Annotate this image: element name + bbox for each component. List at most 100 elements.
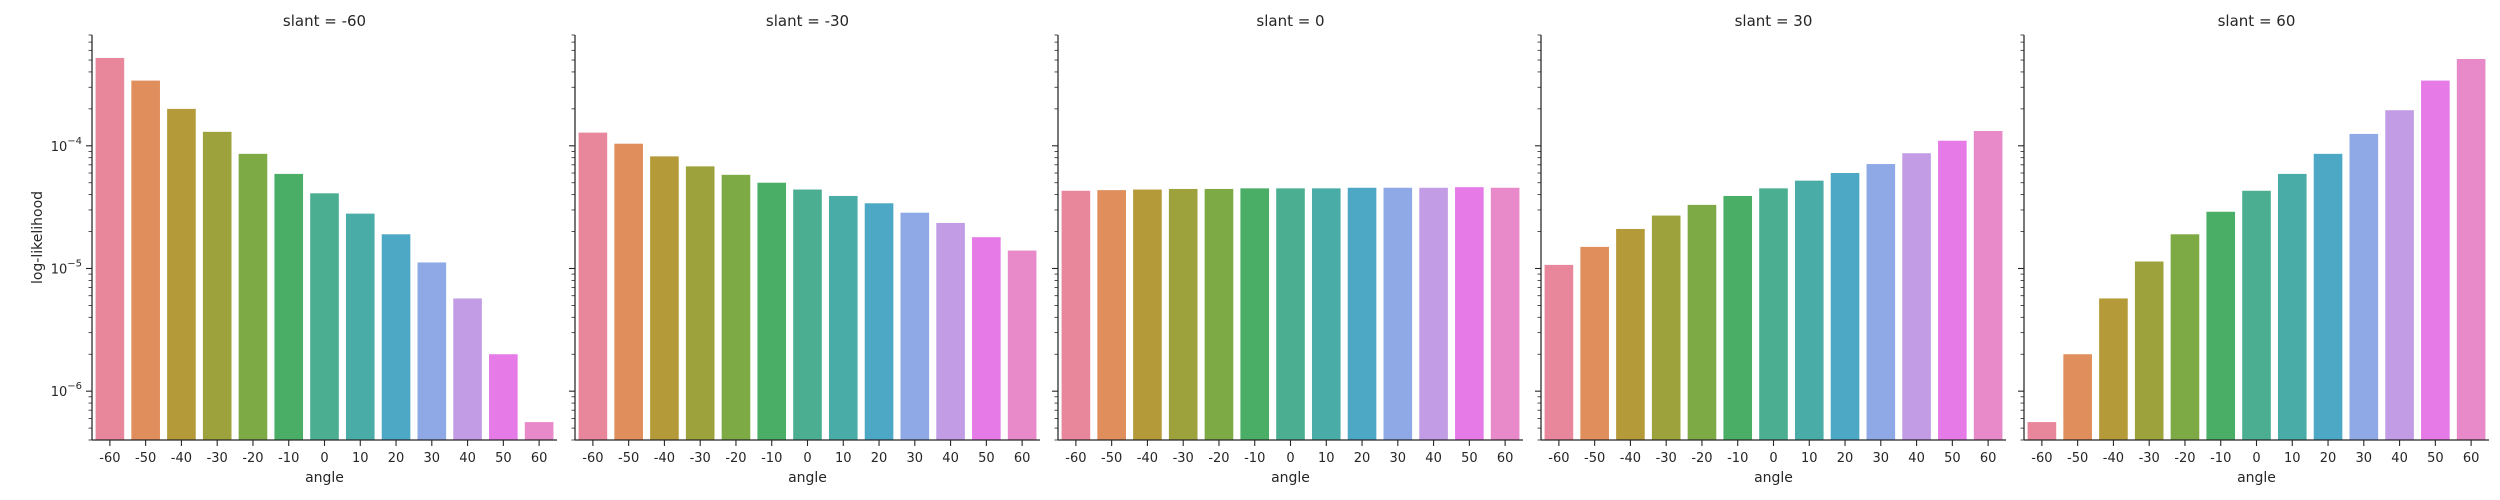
x-tick-label: 20: [1354, 451, 1371, 466]
bar: [864, 203, 894, 440]
x-tick-label: 60: [1980, 451, 1997, 466]
facet-panel: slant = 0 -60 -50 -40 -30 -20 -10 0 10 20 30 40 50 60…: [1052, 12, 1523, 486]
x-axis-label: angle: [2237, 470, 2276, 486]
panel-title: slant = 30: [1735, 12, 1813, 30]
y-tick-label: 10−5: [51, 258, 82, 277]
bar: [238, 153, 268, 440]
panel-title: slant = -60: [283, 12, 366, 30]
x-tick-label: 50: [1461, 451, 1478, 466]
x-tick-label: 20: [2320, 451, 2337, 466]
x-axis-label: angle: [788, 470, 827, 486]
bar: [2206, 211, 2236, 440]
bar: [578, 132, 608, 440]
x-tick-label: 0: [1286, 451, 1294, 466]
x-tick-label: 10: [835, 451, 852, 466]
bar: [1347, 187, 1377, 440]
x-tick-label: -40: [1137, 451, 1158, 466]
x-tick-label: 50: [495, 451, 512, 466]
x-tick-label: 0: [1769, 451, 1777, 466]
x-tick-label: -20: [1691, 451, 1712, 466]
bar: [1455, 187, 1484, 440]
bar: [1007, 250, 1037, 440]
bar: [685, 166, 715, 440]
x-tick-label: -60: [99, 451, 120, 466]
bar: [131, 80, 160, 440]
x-tick-label: 60: [1014, 451, 1031, 466]
x-tick-label: -50: [1101, 451, 1122, 466]
x-tick-label: 10: [2284, 451, 2301, 466]
bar: [1061, 190, 1091, 440]
x-tick-label: 60: [1497, 451, 1514, 466]
x-tick-label: 20: [871, 451, 888, 466]
bar: [900, 212, 930, 440]
x-tick-label: -20: [725, 451, 746, 466]
x-tick-label: 10: [1801, 451, 1818, 466]
x-tick-label: -30: [2139, 451, 2160, 466]
bar: [381, 234, 411, 440]
x-tick-label: 40: [942, 451, 959, 466]
x-tick-label: 30: [907, 451, 924, 466]
bar: [2134, 261, 2164, 440]
x-tick-label: 50: [2427, 451, 2444, 466]
x-tick-label: 10: [352, 451, 369, 466]
bar: [2349, 133, 2379, 440]
bar: [2421, 80, 2450, 440]
x-tick-label: -40: [171, 451, 192, 466]
facet-panel: slant = 30 -60 -50 -40 -30 -20 -10 0 10 20 30 40 50 6…: [1535, 12, 2006, 486]
bar: [274, 173, 304, 440]
bar: [1204, 188, 1234, 440]
x-tick-label: 50: [978, 451, 995, 466]
bar: [936, 222, 965, 440]
bar: [2170, 234, 2200, 440]
bar: [1794, 180, 1824, 440]
x-tick-label: -30: [1173, 451, 1194, 466]
panel-title: slant = 60: [2218, 12, 2296, 30]
x-tick-label: -40: [1620, 451, 1641, 466]
bar: [1168, 188, 1198, 440]
bar: [417, 262, 447, 440]
bar: [1973, 131, 2003, 440]
bar: [1097, 190, 1126, 440]
bar: [1133, 189, 1162, 440]
x-tick-label: 40: [1425, 451, 1442, 466]
x-tick-label: 30: [1873, 451, 1890, 466]
x-tick-label: 30: [2356, 451, 2373, 466]
bar: [1902, 153, 1931, 440]
bar: [2063, 354, 2092, 440]
bar: [1419, 187, 1448, 440]
y-tick-label: 10−4: [51, 136, 82, 155]
bar: [721, 174, 751, 440]
x-tick-label: 60: [2463, 451, 2480, 466]
x-tick-label: 40: [459, 451, 476, 466]
bar: [345, 213, 375, 440]
bar: [1276, 188, 1305, 440]
bar: [757, 182, 787, 441]
bar: [1580, 246, 1609, 440]
x-tick-label: -10: [761, 451, 782, 466]
x-tick-label: 30: [1390, 451, 1407, 466]
x-tick-label: 20: [388, 451, 405, 466]
x-tick-label: 40: [2391, 451, 2408, 466]
x-tick-label: -60: [1065, 451, 1086, 466]
x-tick-label: 10: [1318, 451, 1335, 466]
bar: [1723, 195, 1753, 440]
x-tick-label: 50: [1944, 451, 1961, 466]
panel-title: slant = -30: [766, 12, 849, 30]
x-tick-label: 0: [320, 451, 328, 466]
x-tick-label: 60: [531, 451, 548, 466]
bar: [2313, 153, 2343, 440]
x-tick-label: -30: [207, 451, 228, 466]
x-tick-label: -20: [1208, 451, 1229, 466]
bar: [2099, 298, 2128, 440]
y-axis-label: log-likelihood: [30, 191, 46, 284]
x-tick-label: 0: [803, 451, 811, 466]
bar: [2277, 173, 2307, 440]
bar: [614, 143, 643, 440]
bar: [1240, 188, 1270, 440]
bar: [1866, 164, 1896, 441]
x-tick-label: 30: [424, 451, 441, 466]
bar: [489, 354, 518, 440]
bar: [1687, 204, 1717, 440]
x-tick-label: -50: [2067, 451, 2088, 466]
x-tick-label: -40: [654, 451, 675, 466]
